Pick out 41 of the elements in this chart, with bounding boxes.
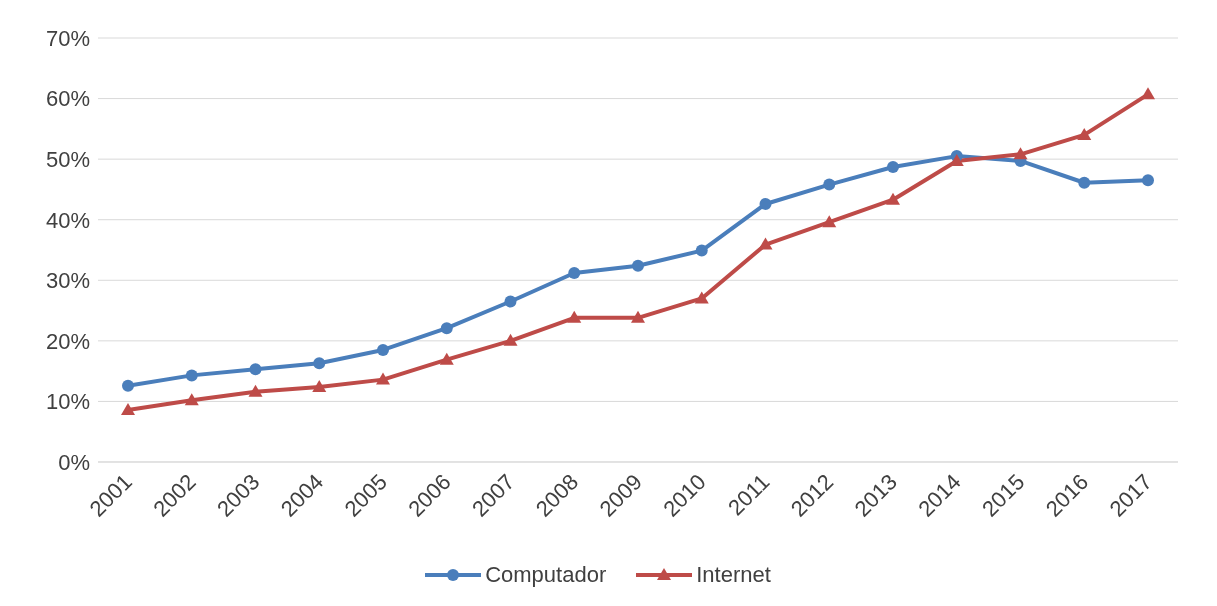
- point: [440, 322, 453, 335]
- point: [1077, 127, 1092, 140]
- y-tick-label: 50%: [45, 146, 90, 172]
- point: [313, 357, 326, 370]
- point: [248, 384, 263, 397]
- point: [1078, 176, 1091, 189]
- point: [1141, 87, 1155, 100]
- y-tick-label: 70%: [45, 25, 90, 51]
- point: [695, 244, 708, 257]
- point: [1013, 147, 1028, 160]
- legend-label: Internet: [696, 562, 771, 588]
- point: [632, 259, 644, 272]
- point: [249, 363, 262, 376]
- point: [439, 352, 454, 365]
- legend-label: Computador: [485, 562, 607, 588]
- point: [504, 295, 517, 308]
- y-tick-label: 60%: [45, 86, 90, 112]
- point: [758, 237, 773, 250]
- point: [122, 379, 134, 392]
- point: [567, 310, 582, 323]
- y-tick-label: 10%: [45, 389, 90, 415]
- point: [185, 369, 198, 382]
- point: [121, 402, 135, 415]
- point: [823, 178, 836, 191]
- point: [568, 267, 581, 280]
- y-tick-label: 30%: [45, 268, 90, 294]
- point: [1142, 174, 1154, 187]
- point: [184, 393, 199, 406]
- point: [822, 215, 837, 228]
- point: [377, 343, 389, 356]
- y-tick-label: 40%: [45, 207, 90, 233]
- point: [886, 192, 900, 205]
- point: [312, 379, 327, 392]
- point: [694, 291, 709, 304]
- point: [376, 372, 390, 385]
- y-tick-label: 20%: [45, 328, 90, 354]
- point: [631, 310, 645, 323]
- point: [759, 197, 772, 210]
- y-tick-label: 0%: [58, 449, 90, 475]
- point: [887, 161, 899, 174]
- point: [503, 333, 518, 346]
